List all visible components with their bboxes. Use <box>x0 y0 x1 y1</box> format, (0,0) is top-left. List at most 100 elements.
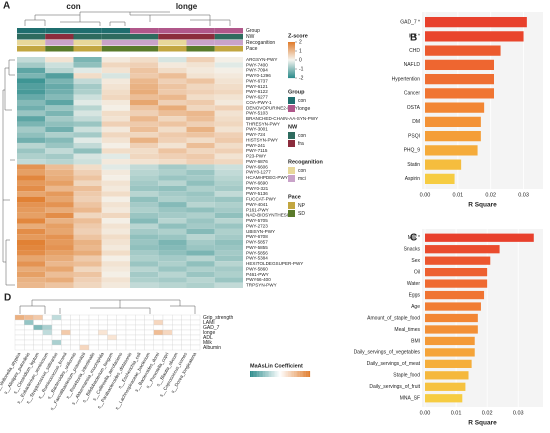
heatmap-cell <box>88 329 99 336</box>
heatmap-cell <box>33 334 43 341</box>
heatmap-cell <box>45 228 74 235</box>
y-tick-label: Daily_servings_of_meat <box>367 361 421 367</box>
heatmap-cell <box>73 89 102 95</box>
legend-gradient <box>288 68 295 70</box>
legend-swatch <box>288 140 295 147</box>
legend-gradient <box>288 56 295 58</box>
annotation-cell <box>186 40 215 46</box>
heatmap-cell <box>70 324 80 331</box>
heatmap-cell <box>73 116 102 122</box>
heatmap-cell <box>130 73 159 79</box>
legend-label: longe <box>298 106 310 112</box>
heatmap-cell <box>17 137 46 143</box>
panel-label: A <box>3 1 10 12</box>
heatmap-cell <box>61 314 71 321</box>
column-group-label: longe <box>176 2 198 11</box>
legend-gradient <box>270 371 272 377</box>
heatmap-cell <box>214 78 243 84</box>
heatmap-cell <box>116 339 127 346</box>
x-tick-label: 0.01 <box>451 410 462 416</box>
heatmap-cell <box>73 180 102 186</box>
heatmap-cell <box>186 191 215 197</box>
legend-gradient <box>288 49 295 51</box>
heatmap-cell <box>79 329 90 336</box>
heatmap-cell <box>17 126 46 133</box>
heatmap-cell <box>186 89 215 95</box>
heatmap-cell <box>186 110 215 117</box>
heatmap-cell <box>186 57 215 63</box>
legend-label: NP <box>298 203 306 209</box>
heatmap-cell <box>45 223 74 229</box>
bar <box>425 88 494 99</box>
heatmap-cell <box>158 89 187 95</box>
legend-gradient <box>288 76 295 78</box>
heatmap-cell <box>130 250 159 256</box>
heatmap-cell <box>186 164 215 170</box>
heatmap-cell <box>158 137 187 143</box>
panel-label: D <box>4 293 11 304</box>
legend-gradient <box>294 371 296 377</box>
heatmap-cell <box>186 185 215 192</box>
y-tick-label: Snacks <box>404 247 421 253</box>
heatmap-cell <box>214 153 243 160</box>
heatmap-cell <box>17 159 46 165</box>
legend-gradient <box>295 371 297 377</box>
y-tick-label: ICF * <box>409 34 420 40</box>
heatmap-cell <box>214 250 243 256</box>
heatmap-cell <box>45 132 74 138</box>
legend-swatch <box>288 202 295 209</box>
heatmap-cell <box>214 180 243 186</box>
row-label: PWY-7400 <box>246 62 268 67</box>
heatmap-cell <box>17 67 46 74</box>
heatmap-cell <box>14 334 25 341</box>
heatmap-cell <box>158 196 187 203</box>
heatmap-cell <box>186 142 215 149</box>
heatmap-cell <box>214 99 243 106</box>
heatmap-cell <box>51 334 62 341</box>
row-label: COA-PWY-1 <box>246 100 272 105</box>
heatmap-cell <box>144 324 154 331</box>
heatmap-cell <box>14 324 25 331</box>
heatmap-cell <box>73 73 102 79</box>
heatmap-cell <box>61 329 71 336</box>
heatmap-cell <box>17 196 46 203</box>
heatmap-cell <box>116 319 127 326</box>
annotation-cell <box>130 40 159 46</box>
row-label: DENOVOPURINE2-PWY <box>246 105 298 110</box>
heatmap-cell <box>186 212 215 219</box>
heatmap-cell <box>45 202 74 208</box>
heatmap-cell <box>125 319 136 326</box>
heatmap-cell <box>61 344 71 351</box>
heatmap-cell <box>158 164 187 170</box>
heatmap-cell <box>186 223 215 229</box>
heatmap-cell <box>17 255 46 262</box>
heatmap-cell <box>45 121 74 127</box>
heatmap-cell <box>214 228 243 235</box>
heatmap-cell <box>42 329 53 336</box>
heatmap-cell <box>130 142 159 149</box>
heatmap-cell <box>17 83 46 90</box>
heatmap-cell <box>107 344 117 351</box>
heatmap-cell <box>158 277 187 283</box>
annotation-cell <box>73 28 102 34</box>
heatmap-cell <box>214 121 243 127</box>
heatmap-cell <box>158 245 187 251</box>
heatmap-cell <box>130 239 159 246</box>
heatmap-cell <box>158 159 187 165</box>
legend-title: NW <box>288 124 298 130</box>
heatmap-cell <box>73 202 102 208</box>
heatmap-cell <box>101 148 130 154</box>
y-tick-label: Aspirin <box>405 176 421 182</box>
heatmap-cell <box>17 245 46 251</box>
legend-gradient <box>259 371 261 377</box>
y-tick-label: NAFLD <box>404 62 421 68</box>
heatmap-cell <box>24 344 34 351</box>
heatmap-cell <box>88 314 99 321</box>
heatmap-cell <box>186 175 215 181</box>
heatmap-cell <box>130 234 159 240</box>
legend-gradient <box>288 77 295 79</box>
heatmap-cell <box>73 126 102 133</box>
heatmap-cell <box>73 271 102 278</box>
heatmap-cell <box>70 329 80 336</box>
heatmap-cell <box>214 83 243 90</box>
